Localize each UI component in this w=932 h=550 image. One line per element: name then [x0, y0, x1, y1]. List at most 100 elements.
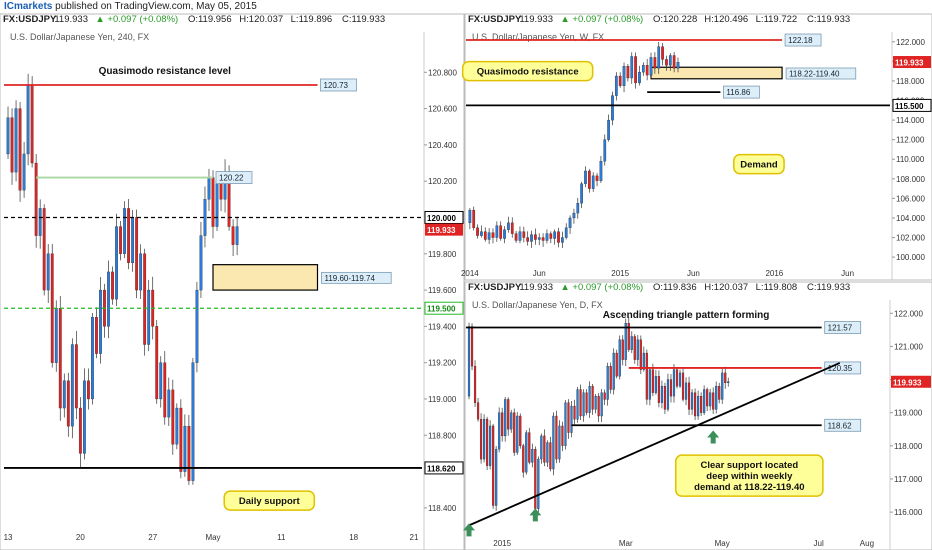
candle-body	[607, 119, 610, 140]
price-tick-label: 119.200	[428, 359, 457, 368]
candle-body	[22, 153, 26, 191]
level-label-box	[723, 85, 760, 99]
chart-title: U.S. Dollar/Japanese Yen, D, FX	[472, 300, 603, 310]
symbol-name: FX:USDJPY	[3, 14, 57, 25]
low-text: L:119.808	[756, 282, 798, 293]
candle-body	[568, 217, 572, 228]
candle-body	[171, 389, 175, 445]
level-axis-label: 120.000	[427, 214, 456, 223]
candle-body	[668, 55, 672, 66]
level-label: 121.57	[828, 324, 853, 333]
candle-body	[636, 339, 639, 360]
candle-body	[135, 217, 139, 291]
candle-body	[709, 392, 712, 407]
price-tick-label: 100.000	[896, 253, 925, 262]
candle-body	[483, 419, 486, 460]
level-axis-badge	[424, 210, 464, 224]
daily-support-callout-box[interactable]	[223, 490, 316, 511]
brand-name[interactable]: ICmarkets	[4, 1, 53, 12]
time-tick-label: 20	[76, 533, 85, 542]
candle-body	[641, 65, 645, 73]
candle-body	[564, 402, 567, 446]
candle-body	[10, 117, 14, 173]
level-label: 120.35	[828, 364, 853, 373]
candle-body	[564, 227, 568, 238]
candle-body	[687, 382, 691, 410]
price-tick-label: 110.000	[896, 155, 925, 164]
candle-body	[576, 389, 579, 420]
candle-body	[530, 234, 533, 242]
time-tick-label: 2015	[493, 539, 511, 548]
time-tick-label: 2014	[461, 269, 479, 278]
candle-body	[468, 209, 472, 224]
price-tick-label: 118.800	[428, 431, 457, 440]
level-axis-badge	[892, 98, 932, 112]
level-axis-label: 118.620	[427, 464, 456, 473]
candle-body	[472, 209, 476, 228]
candle-body	[518, 231, 522, 241]
candle-body	[678, 372, 682, 387]
quasimodo-callout-box[interactable]	[461, 60, 594, 82]
last-price-badge	[893, 56, 931, 69]
price-tick-label: 120.400	[428, 141, 457, 150]
last-price-text: 119.933	[54, 14, 88, 25]
level-axis-badge	[424, 301, 464, 315]
level-label-box	[320, 78, 357, 92]
candle-body	[611, 95, 614, 121]
weekly-demand-zone[interactable]	[650, 66, 783, 80]
candle-body	[492, 425, 495, 506]
candle-body	[684, 382, 688, 400]
candles	[6, 73, 239, 485]
up-arrow-1-icon	[463, 523, 476, 537]
price-tick-label: 120.800	[428, 68, 457, 77]
level-label: 116.86	[726, 88, 750, 97]
price-tick-label: 112.000	[896, 136, 925, 145]
open-text: O:119.836	[653, 282, 697, 293]
chart-title: U.S. Dollar/Japanese Yen, 240, FX	[10, 32, 149, 42]
candle-body	[183, 426, 187, 472]
time-tick-label: 13	[4, 533, 13, 542]
up-arrow-2-icon	[529, 508, 542, 522]
candle-body	[231, 226, 235, 245]
time-tick-label: Jun	[687, 269, 700, 278]
candle-body	[582, 392, 585, 417]
candle-body	[624, 323, 627, 360]
candle-body	[46, 253, 50, 291]
candle-body	[557, 231, 560, 243]
candle-body	[516, 415, 519, 453]
candle-body	[609, 366, 612, 390]
support-callout-box[interactable]	[675, 454, 824, 497]
candle-body	[476, 227, 479, 236]
candle-body	[131, 217, 135, 264]
candle-body	[651, 369, 654, 393]
candle-body	[645, 352, 648, 400]
chart-title: U.S. Dollar/Japanese Yen, W, FX	[472, 32, 604, 42]
price-tick-label: 117.000	[894, 475, 923, 484]
time-tick-label: Mar	[619, 539, 633, 548]
candle-body	[495, 448, 498, 506]
candle-body	[127, 208, 130, 264]
candle-body	[66, 380, 70, 427]
candle-body	[718, 386, 721, 400]
demand-zone[interactable]	[212, 264, 319, 291]
candle-body	[476, 402, 480, 420]
level-axis-label: 119.500	[427, 305, 456, 314]
demand-callout-box[interactable]	[733, 153, 785, 175]
ascending-trendline[interactable]	[468, 362, 841, 527]
candle-body	[645, 65, 649, 76]
quasimodo-callout: Quasimodo resistance	[477, 67, 579, 78]
candle-body	[627, 323, 630, 350]
candle-body	[694, 392, 697, 417]
candle-body	[675, 369, 679, 387]
candle-body	[495, 225, 499, 238]
candle-body	[191, 362, 195, 481]
change-text: ▲ +0.097 (+0.08%)	[560, 14, 643, 25]
candle-body	[648, 369, 651, 400]
time-tick-label: Aug	[860, 539, 874, 548]
candle-body	[62, 380, 66, 409]
candles	[467, 317, 730, 515]
time-axis: 2015 Mar May Jul Aug	[493, 539, 874, 548]
candle-body	[522, 231, 526, 238]
candle-body	[6, 117, 10, 155]
